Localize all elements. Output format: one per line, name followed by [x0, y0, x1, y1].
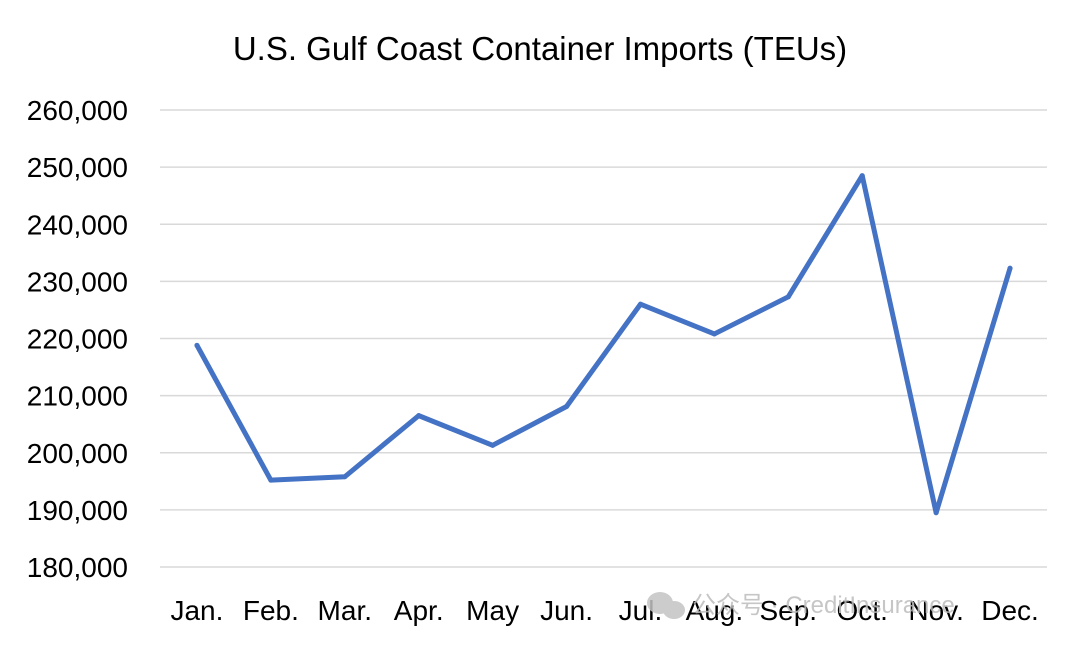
x-tick-label: Sep.: [759, 595, 817, 626]
x-tick-label: Jan.: [170, 595, 223, 626]
watermark-text: 公众号 · CreditInsurance: [692, 592, 955, 619]
series-layer: [194, 173, 1013, 516]
wechat-icon: [647, 592, 685, 619]
x-tick-label: Apr.: [394, 595, 444, 626]
data-point: [342, 474, 348, 480]
x-tick-label: Feb.: [243, 595, 299, 626]
data-point: [933, 510, 939, 516]
data-point: [859, 173, 865, 179]
chart-title: U.S. Gulf Coast Container Imports (TEUs): [233, 30, 847, 67]
x-tick-label: Aug.: [686, 595, 744, 626]
x-tick-label: Oct.: [837, 595, 888, 626]
y-tick-label: 210,000: [27, 381, 128, 412]
x-tick-label: Jun.: [540, 595, 593, 626]
data-point: [637, 301, 643, 307]
x-tick-label: Mar.: [318, 595, 372, 626]
y-tick-label: 180,000: [27, 552, 128, 583]
y-axis-ticks: 180,000 190,000 200,000 210,000 220,000 230,0…: [27, 95, 128, 583]
watermark: 公众号 · CreditInsurance: [647, 592, 955, 619]
data-point: [194, 342, 200, 348]
data-point: [1007, 265, 1013, 271]
y-tick-label: 240,000: [27, 209, 128, 240]
data-point: [416, 413, 422, 419]
y-tick-label: 220,000: [27, 324, 128, 355]
data-point: [490, 442, 496, 448]
gridlines: [160, 109, 1047, 568]
data-point: [564, 403, 570, 409]
x-tick-label: Dec.: [981, 595, 1039, 626]
y-tick-label: 250,000: [27, 152, 128, 183]
x-axis-ticks: Jan. Feb. Mar. Apr. May Jun. Jul. Aug. Sep. Oct. N…: [170, 595, 1038, 626]
y-tick-label: 260,000: [27, 95, 128, 126]
y-tick-label: 200,000: [27, 438, 128, 469]
x-tick-label: Nov.: [908, 595, 964, 626]
data-point: [268, 477, 274, 483]
y-tick-label: 190,000: [27, 495, 128, 526]
series-line: [194, 173, 1013, 516]
data-point: [785, 294, 791, 300]
data-point: [711, 331, 717, 337]
y-tick-label: 230,000: [27, 266, 128, 297]
x-tick-label: May: [466, 595, 519, 626]
